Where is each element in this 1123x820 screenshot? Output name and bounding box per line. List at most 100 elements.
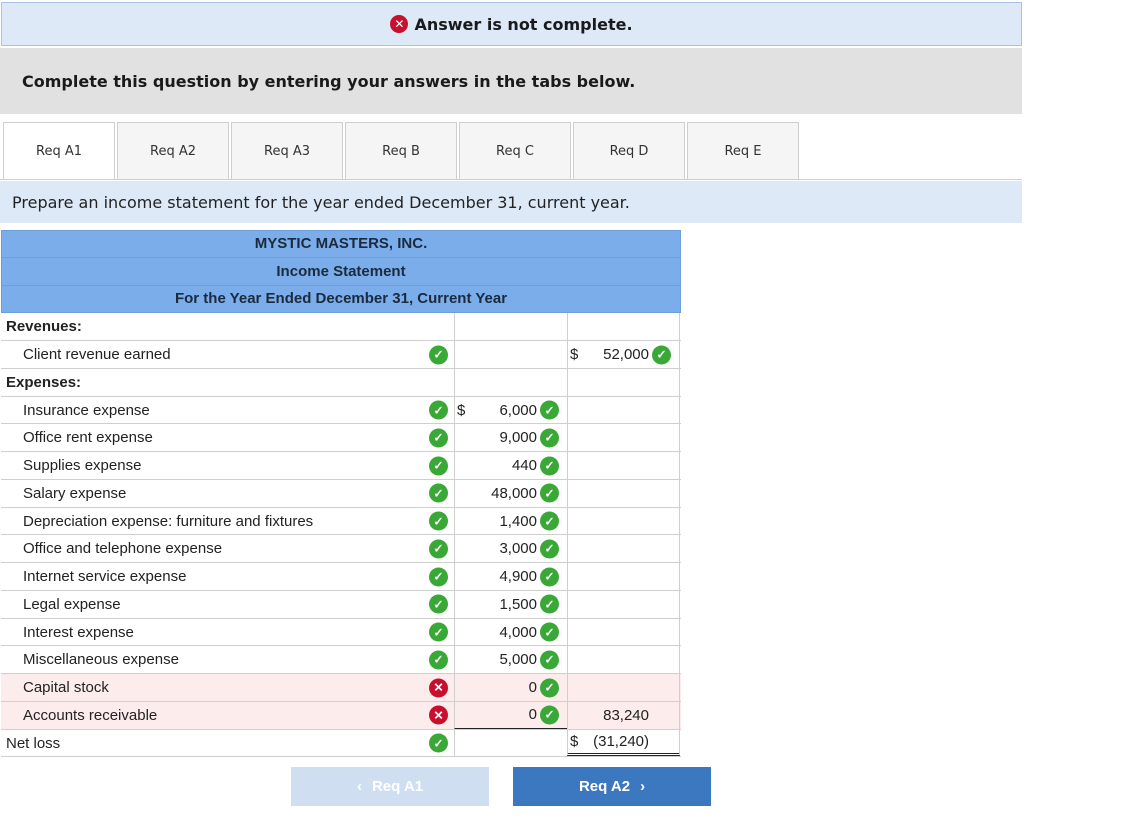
revenue-label-select[interactable]: Client revenue earned ✓ — [1, 341, 454, 368]
empty-cell — [567, 507, 680, 535]
check-icon: ✓ — [429, 733, 448, 753]
expense-value-input[interactable]: 1,400 ✓ — [454, 507, 567, 535]
empty-cell — [567, 424, 680, 452]
expense-label-select[interactable]: Miscellaneous expense ✓ — [1, 646, 454, 673]
empty-cell — [567, 452, 680, 479]
revenues-header-row: Revenues: — [1, 313, 681, 342]
check-icon: ✓ — [429, 539, 448, 559]
expense-row: Salary expense ✓ 48,000 ✓ — [1, 479, 681, 508]
expense-value-input[interactable]: 48,000 ✓ — [454, 479, 567, 507]
tab-req-a3[interactable]: Req A3 — [231, 122, 343, 180]
expense-value-input[interactable]: 9,000 ✓ — [454, 424, 567, 452]
expenses-label: Expenses: — [6, 373, 82, 391]
answer-status-text: Answer is not complete. — [414, 14, 633, 34]
total-expenses-value[interactable]: 83,240 — [567, 701, 680, 729]
net-loss-row: Net loss ✓ $ (31,240) — [1, 729, 681, 758]
expense-row: Depreciation expense: furniture and fixt… — [1, 507, 681, 536]
instructions-bar: Complete this question by entering your … — [0, 48, 1022, 114]
empty-cell — [567, 646, 680, 674]
prev-requirement-button[interactable]: ‹ Req A1 — [291, 767, 489, 806]
expense-value-input[interactable]: 4,900 ✓ — [454, 563, 567, 590]
expense-row: Interest expense ✓ 4,000 ✓ — [1, 618, 681, 647]
expense-value-input[interactable]: 440 ✓ — [454, 452, 567, 479]
revenue-value-input[interactable]: $ 52,000 ✓ — [567, 341, 680, 368]
empty-cell — [454, 729, 567, 757]
expenses-header-row: Expenses: — [1, 368, 681, 397]
expense-row: Office rent expense ✓ 9,000 ✓ — [1, 424, 681, 453]
chevron-right-icon: › — [640, 778, 646, 795]
tab-req-a1[interactable]: Req A1 — [3, 122, 115, 180]
next-requirement-button[interactable]: Req A2 › — [513, 767, 711, 806]
empty-cell — [454, 313, 567, 341]
empty-cell — [567, 396, 680, 424]
expense-value-input[interactable]: 4,000 ✓ — [454, 618, 567, 646]
expense-value-input[interactable]: $6,000 ✓ — [454, 396, 567, 424]
empty-cell — [567, 368, 680, 396]
revenue-row: Client revenue earned ✓ $ 52,000 ✓ — [1, 341, 681, 369]
expense-value-input[interactable]: 1,500 ✓ — [454, 590, 567, 618]
expense-row: Internet service expense ✓ 4,900 ✓ — [1, 563, 681, 591]
expense-label-select[interactable]: Legal expense ✓ — [1, 591, 454, 618]
check-icon: ✓ — [429, 511, 448, 531]
expense-row: Insurance expense ✓ $6,000 ✓ — [1, 396, 681, 425]
check-icon: ✓ — [540, 483, 559, 503]
expense-value-input[interactable]: 0 ✓ — [454, 701, 567, 729]
empty-cell — [567, 618, 680, 646]
expense-value-input[interactable]: 5,000 ✓ — [454, 646, 567, 674]
statement-company: MYSTIC MASTERS, INC. — [1, 230, 681, 258]
expense-label-select[interactable]: Capital stock ✕ — [1, 674, 454, 701]
expense-row: Accounts receivable ✕ 0 ✓ 83,240 — [1, 701, 681, 730]
net-loss-value: $ (31,240) — [567, 729, 680, 757]
check-icon: ✓ — [429, 456, 448, 476]
expense-label-select[interactable]: Office and telephone expense ✓ — [1, 535, 454, 562]
empty-cell — [454, 368, 567, 396]
chevron-left-icon: ‹ — [356, 778, 362, 795]
empty-cell — [567, 479, 680, 507]
check-icon: ✓ — [429, 483, 448, 503]
expense-row: Capital stock ✕ 0 ✓ — [1, 674, 681, 702]
check-icon: ✓ — [429, 594, 448, 614]
tab-req-a2[interactable]: Req A2 — [117, 122, 229, 180]
expense-label-select[interactable]: Accounts receivable ✕ — [1, 702, 454, 729]
expense-label-select[interactable]: Interest expense ✓ — [1, 619, 454, 646]
requirement-tabs: Req A1 Req A2 Req A3 Req B Req C Req D R… — [3, 122, 801, 180]
check-icon: ✓ — [540, 705, 559, 725]
expense-label-select[interactable]: Office rent expense ✓ — [1, 424, 454, 451]
check-icon: ✓ — [429, 622, 448, 642]
expense-value-input[interactable]: 0 ✓ — [454, 674, 567, 701]
expense-label-select[interactable]: Internet service expense ✓ — [1, 563, 454, 590]
x-circle-icon: ✕ — [390, 15, 409, 33]
answer-status-banner: ✕ Answer is not complete. — [1, 2, 1022, 46]
check-icon: ✓ — [429, 650, 448, 670]
expense-row: Supplies expense ✓ 440 ✓ — [1, 452, 681, 480]
empty-cell — [567, 535, 680, 563]
empty-cell — [567, 590, 680, 618]
expense-label-select[interactable]: Depreciation expense: furniture and fixt… — [1, 508, 454, 535]
check-icon: ✓ — [540, 511, 559, 531]
tab-req-d[interactable]: Req D — [573, 122, 685, 180]
check-icon: ✓ — [540, 456, 559, 476]
statement-period: For the Year Ended December 31, Current … — [1, 285, 681, 314]
expense-label-select[interactable]: Supplies expense ✓ — [1, 452, 454, 479]
empty-cell — [567, 563, 680, 590]
check-icon: ✓ — [540, 400, 559, 420]
x-circle-icon: ✕ — [429, 705, 448, 725]
check-icon: ✓ — [429, 567, 448, 587]
empty-cell — [567, 674, 680, 701]
check-icon: ✓ — [540, 678, 559, 698]
tab-req-e[interactable]: Req E — [687, 122, 799, 180]
tab-divider — [0, 179, 1022, 180]
x-circle-icon: ✕ — [429, 678, 448, 698]
expense-row: Miscellaneous expense ✓ 5,000 ✓ — [1, 646, 681, 675]
expense-label-select[interactable]: Salary expense ✓ — [1, 480, 454, 507]
check-icon: ✓ — [540, 594, 559, 614]
income-statement: MYSTIC MASTERS, INC. Income Statement Fo… — [1, 230, 681, 758]
expense-label-select[interactable]: Insurance expense ✓ — [1, 397, 454, 424]
check-icon: ✓ — [540, 428, 559, 448]
tab-req-b[interactable]: Req B — [345, 122, 457, 180]
revenue-mid-cell[interactable] — [454, 341, 567, 368]
revenues-label: Revenues: — [6, 318, 82, 336]
tab-req-c[interactable]: Req C — [459, 122, 571, 180]
net-loss-label-select[interactable]: Net loss ✓ — [1, 730, 454, 757]
expense-value-input[interactable]: 3,000 ✓ — [454, 535, 567, 563]
